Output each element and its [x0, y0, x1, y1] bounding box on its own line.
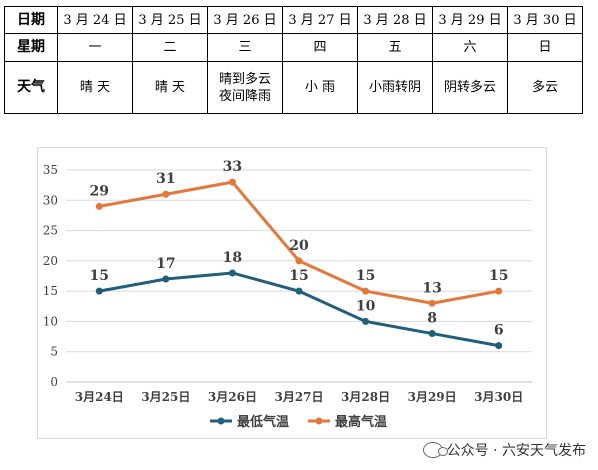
x-tick-label: 3月25日 [141, 390, 190, 404]
data-point [228, 269, 236, 277]
data-label: 15 [489, 268, 508, 284]
data-label: 18 [223, 250, 242, 266]
data-label: 6 [494, 323, 504, 339]
x-tick-label: 3月26日 [208, 390, 257, 404]
data-point [95, 202, 103, 210]
weather-cell: 晴 天 [132, 61, 208, 114]
weather-text: 阴转多云 [443, 80, 496, 95]
weather-text: 晴 天 [154, 80, 186, 95]
data-label: 13 [422, 280, 441, 296]
legend-marker [217, 417, 225, 425]
data-label: 31 [156, 171, 175, 187]
date-cell: 3 月 29 日 [432, 6, 508, 34]
data-label: 29 [90, 183, 109, 199]
date-cell: 3 月 27 日 [282, 6, 358, 34]
x-tick-label: 3月30日 [474, 390, 523, 404]
weather-cell: 多云 [507, 61, 583, 114]
week-cell: 一 [57, 33, 133, 62]
week-cell: 五 [357, 33, 433, 62]
date-header: 日期 [4, 6, 58, 34]
weather-cell: 晴到多云 夜间降雨 [207, 61, 283, 114]
y-tick-label: 25 [43, 224, 58, 238]
temperature-chart: 0 5 10 15 20 25 30 35 3月24日 3月25日 3月26日 3月27日 3月28日 3… [37, 147, 547, 439]
data-point [295, 287, 303, 295]
data-label: 10 [356, 298, 376, 314]
weather-cell: 阴转多云 [432, 61, 508, 114]
date-cell: 3 月 25 日 [132, 6, 208, 34]
data-label: 17 [156, 256, 175, 272]
week-cell: 三 [207, 33, 283, 62]
y-tick-label: 30 [43, 193, 58, 207]
weather-cell: 小雨转阴 [357, 61, 433, 114]
data-point [162, 190, 170, 198]
data-point [495, 287, 503, 295]
weather-text: 多云 [531, 80, 558, 95]
y-tick-label: 0 [50, 375, 58, 389]
data-point [362, 317, 370, 325]
data-label: 20 [289, 238, 309, 254]
y-tick-label: 15 [43, 284, 58, 298]
y-tick-label: 20 [43, 254, 58, 268]
x-tick-label: 3月27日 [274, 390, 323, 404]
legend-marker [315, 417, 323, 425]
watermark-text: 公众号 · 六安天气发布 [446, 443, 586, 459]
x-tick-label: 3月28日 [341, 390, 390, 404]
data-point [95, 287, 103, 295]
data-point [162, 275, 170, 283]
x-tick-label: 3月24日 [75, 390, 124, 404]
week-cell: 日 [507, 33, 583, 62]
legend-label: 最低气温 [237, 414, 289, 430]
y-tick-label: 35 [43, 163, 58, 177]
data-point [495, 342, 503, 350]
data-point [228, 178, 236, 186]
weather-text: 晴 天 [79, 80, 111, 95]
week-cell: 四 [282, 33, 358, 62]
weather-cell: 小 雨 [282, 61, 358, 114]
x-tick-label: 3月29日 [408, 390, 457, 404]
forecast-table: 日期 3 月 24 日 3 月 25 日 3 月 26 日 3 月 27 日 3… [4, 6, 583, 114]
date-cell: 3 月 30 日 [507, 6, 583, 34]
weather-header: 天气 [4, 61, 58, 114]
y-tick-label: 5 [50, 345, 58, 359]
week-header: 星期 [4, 33, 58, 62]
data-point [428, 330, 436, 338]
chart-canvas: 0 5 10 15 20 25 30 35 3月24日 3月25日 3月26日 3月27日 3月28日 3… [43, 159, 532, 430]
weather-text: 小 雨 [304, 80, 336, 95]
watermark: 公众号 · 六安天气发布 [422, 440, 586, 460]
date-cell: 3 月 28 日 [357, 6, 433, 34]
weather-cell: 晴 天 [57, 61, 133, 114]
weather-row: 天气 晴 天 晴 天 晴到多云 夜间降雨 小 雨 小雨转阴 阴转多云 多云 [4, 61, 583, 114]
data-label: 15 [356, 268, 375, 284]
weather-text-night: 夜间降雨 [218, 88, 271, 104]
data-point [362, 287, 370, 295]
date-cell: 3 月 26 日 [207, 6, 283, 34]
legend-label: 最高气温 [335, 414, 387, 430]
y-tick-label: 10 [43, 314, 58, 328]
week-row: 星期 一 二 三 四 五 六 日 [4, 33, 583, 62]
data-label: 15 [90, 268, 109, 284]
week-cell: 六 [432, 33, 508, 62]
week-cell: 二 [132, 33, 208, 62]
data-point [295, 257, 303, 265]
data-label: 15 [289, 268, 308, 284]
weather-text: 晴到多云 [218, 71, 271, 87]
date-row: 日期 3 月 24 日 3 月 25 日 3 月 26 日 3 月 27 日 3… [4, 6, 583, 34]
data-point [428, 299, 436, 307]
date-cell: 3 月 24 日 [57, 6, 133, 34]
weather-text: 小雨转阴 [368, 80, 421, 95]
wechat-icon [422, 442, 448, 458]
data-label: 33 [223, 159, 242, 175]
data-label: 8 [427, 311, 437, 327]
